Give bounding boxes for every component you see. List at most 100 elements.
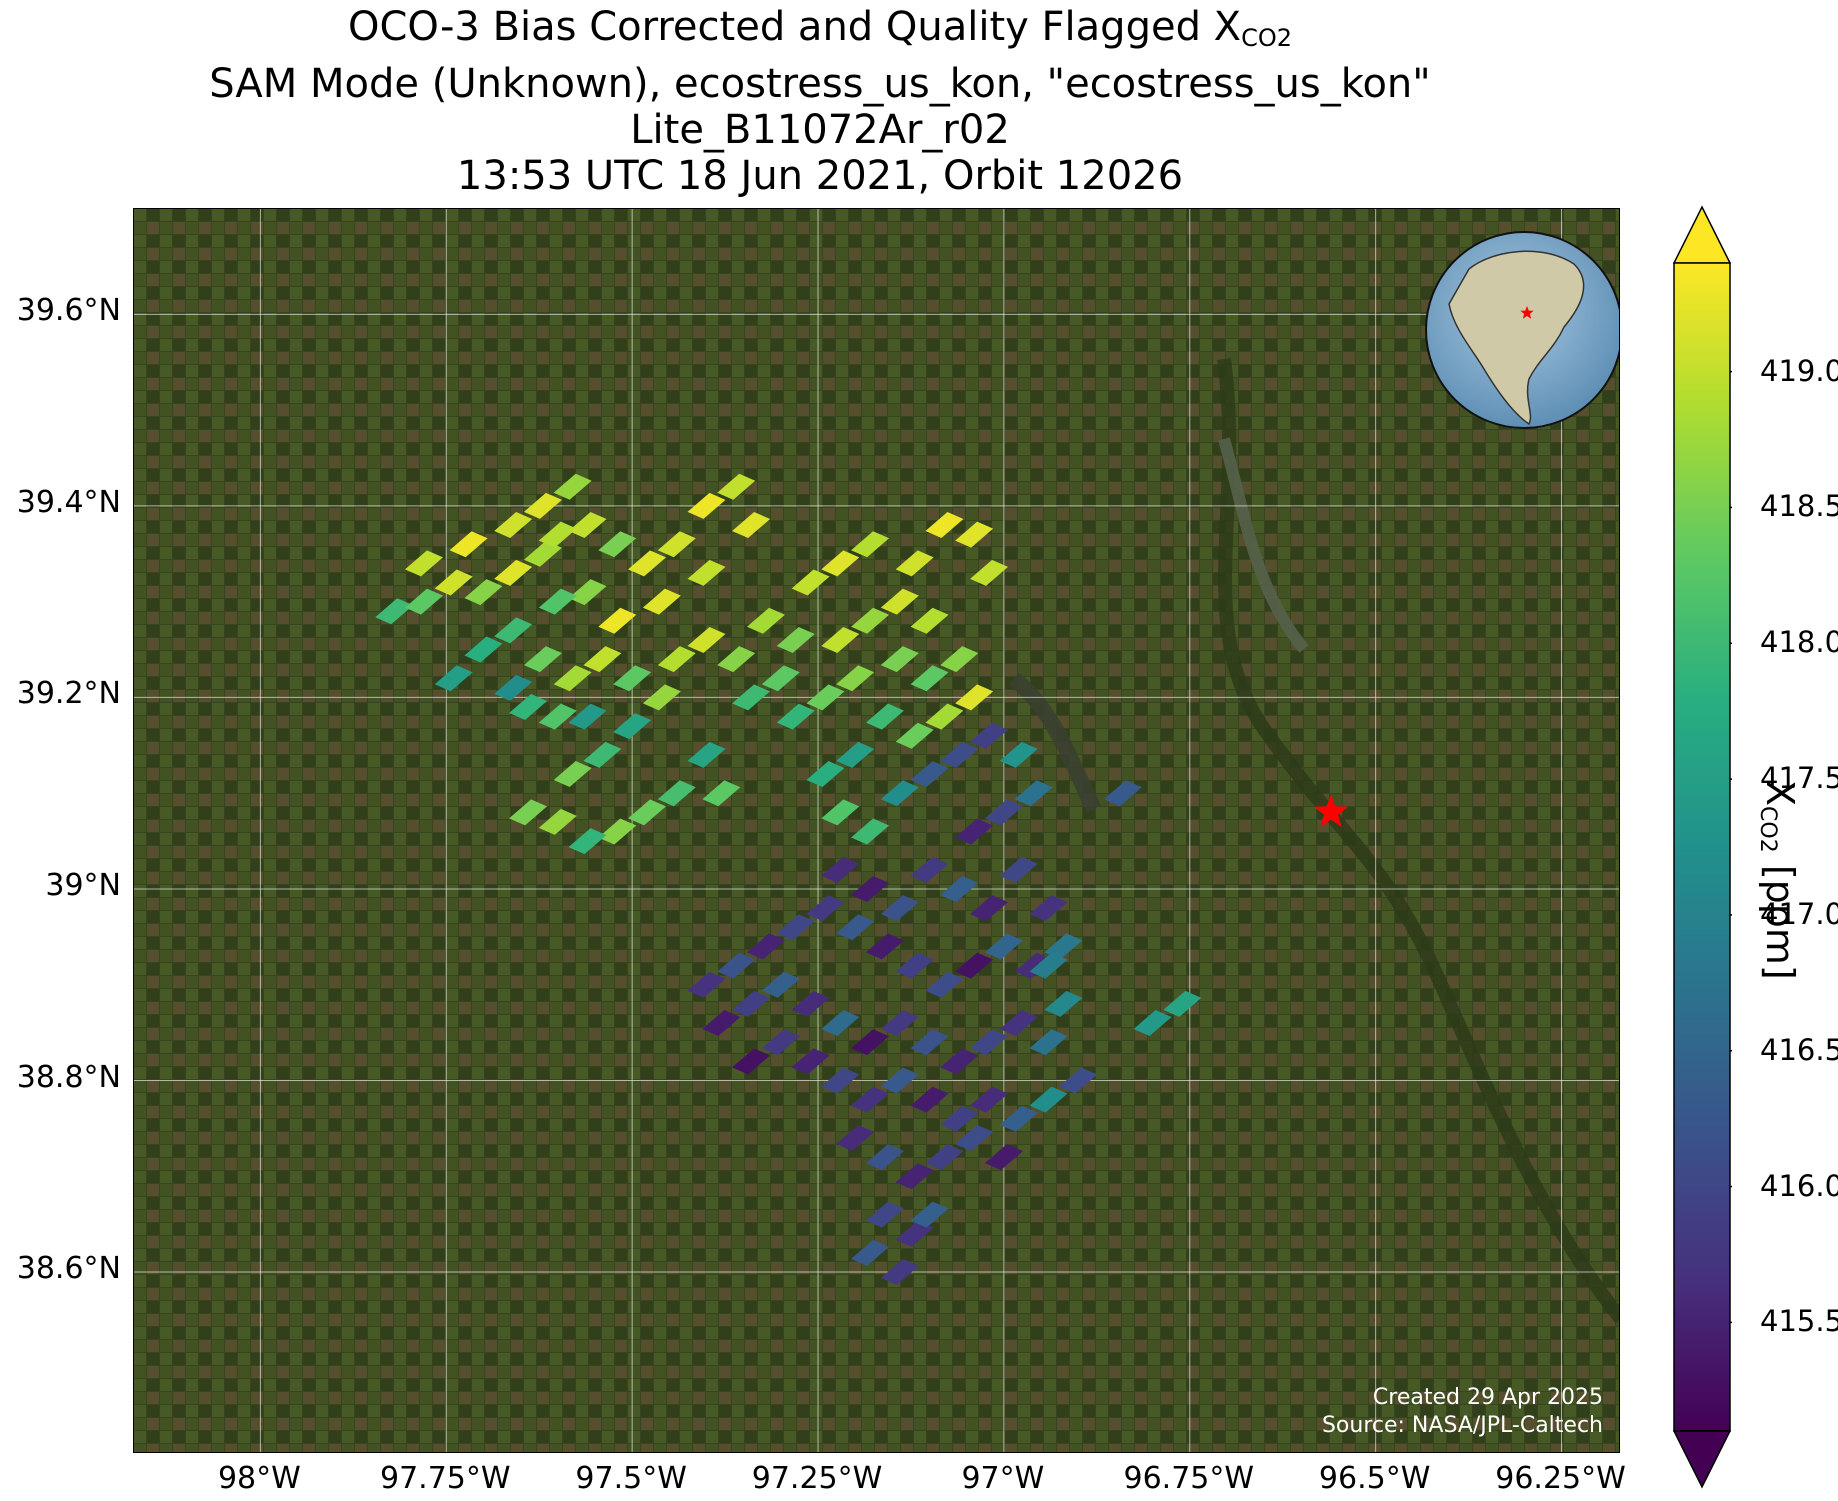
- xco2-footprint: [568, 828, 607, 855]
- xco2-footprint: [657, 780, 696, 807]
- xco2-footprint: [1044, 990, 1083, 1017]
- xco2-footprint: [984, 933, 1023, 960]
- xco2-footprint: [1029, 895, 1068, 922]
- xco2-footprint: [776, 626, 815, 653]
- xco2-footprints: [375, 473, 1202, 1286]
- xco2-footprint: [970, 722, 1009, 749]
- xco2-footprint: [717, 952, 756, 979]
- xco2-footprint: [925, 703, 964, 730]
- xco2-footprint: [434, 569, 473, 596]
- xco2-footprint: [494, 512, 533, 539]
- xco2-footprint: [1133, 1010, 1172, 1037]
- xco2-footprint: [583, 646, 622, 673]
- xco2-footprint: [776, 914, 815, 941]
- xco2-footprint: [583, 741, 622, 768]
- xco2-footprint: [865, 703, 904, 730]
- x-tick-label: 97.5°W: [575, 1461, 687, 1496]
- xco2-footprint: [821, 799, 860, 826]
- xco2-footprint: [553, 761, 592, 788]
- xco2-footprint: [702, 1010, 741, 1037]
- x-tick-label: 96.75°W: [1123, 1461, 1255, 1496]
- xco2-footprint: [598, 531, 637, 558]
- colorbar-tick-label: 418.0: [1760, 625, 1838, 660]
- xco2-footprint: [895, 952, 934, 979]
- xco2-footprint: [776, 703, 815, 730]
- xco2-footprint: [880, 895, 919, 922]
- xco2-footprint: [851, 818, 890, 845]
- xco2-footprint: [1029, 952, 1068, 979]
- xco2-footprint: [940, 875, 979, 902]
- xco2-footprint: [955, 1124, 994, 1151]
- colorbar-label: XCO2 [ppm]: [1755, 780, 1802, 980]
- map-title: OCO-3 Bias Corrected and Quality Flagged…: [0, 4, 1640, 199]
- xco2-footprint: [940, 646, 979, 673]
- map-canvas[interactable]: [134, 209, 1620, 1453]
- xco2-footprint: [687, 741, 726, 768]
- xco2-footprint: [955, 684, 994, 711]
- title-line-3: Lite_B11072Ar_r02: [630, 107, 1010, 153]
- xco2-footprint: [851, 1029, 890, 1056]
- x-tick-label: 96.25°W: [1495, 1461, 1626, 1496]
- xco2-footprint: [553, 665, 592, 692]
- xco2-footprint: [880, 1067, 919, 1094]
- xco2-footprint: [687, 971, 726, 998]
- xco2-footprint: [970, 895, 1009, 922]
- xco2-footprint: [449, 531, 488, 558]
- colorbar-tick-label: 416.0: [1760, 1168, 1838, 1203]
- xco2-footprint: [404, 550, 443, 577]
- xco2-footprint: [791, 569, 830, 596]
- xco2-footprint: [761, 665, 800, 692]
- xco2-footprint: [464, 636, 503, 663]
- xco2-footprint: [494, 559, 533, 586]
- xco2-footprint: [955, 521, 994, 548]
- xco2-footprint: [806, 761, 845, 788]
- xco2-footprint: [925, 971, 964, 998]
- xco2-footprint: [642, 588, 681, 615]
- xco2-footprint: [509, 799, 548, 826]
- colorbar-tick-label: 419.0: [1760, 353, 1838, 388]
- xco2-footprint: [910, 856, 949, 883]
- xco2-footprint: [821, 1010, 860, 1037]
- xco2-footprint: [836, 914, 875, 941]
- xco2-footprint: [761, 971, 800, 998]
- xco2-footprint: [821, 856, 860, 883]
- xco2-footprint: [865, 933, 904, 960]
- reservoir: [1218, 437, 1309, 653]
- xco2-footprint: [836, 1124, 875, 1151]
- xco2-footprint: [940, 1105, 979, 1132]
- xco2-footprint: [657, 531, 696, 558]
- x-tick-label: 98°W: [217, 1461, 301, 1496]
- y-tick-label: 38.6°N: [16, 1251, 121, 1287]
- colorbar-tick-label: 417.5: [1760, 761, 1838, 796]
- colorbar-tick-label: 417.0: [1760, 896, 1838, 931]
- colorbar-gradient: [1673, 262, 1731, 1432]
- xco2-footprint: [970, 1029, 1009, 1056]
- xco2-footprint: [955, 952, 994, 979]
- xco2-footprint: [523, 646, 562, 673]
- xco2-footprint: [851, 1086, 890, 1113]
- xco2-footprint: [836, 665, 875, 692]
- xco2-footprint: [821, 1067, 860, 1094]
- xco2-footprint: [732, 990, 771, 1017]
- xco2-footprint: [598, 818, 637, 845]
- xco2-footprint: [851, 531, 890, 558]
- xco2-footprint: [509, 694, 548, 720]
- map-panel[interactable]: [133, 208, 1620, 1453]
- xco2-footprint: [568, 703, 607, 730]
- globe-star-icon: [1520, 306, 1534, 319]
- river: [1217, 358, 1619, 1324]
- colorbar-tick-label: 415.5: [1760, 1304, 1838, 1339]
- xco2-footprint: [851, 607, 890, 634]
- xco2-footprint: [925, 1144, 964, 1171]
- xco2-footprint: [613, 713, 652, 740]
- xco2-footprint: [717, 646, 756, 673]
- xco2-footprint: [732, 1048, 771, 1075]
- xco2-footprint: [1059, 1067, 1098, 1094]
- target-star-icon: [1313, 794, 1349, 827]
- xco2-footprint: [791, 1048, 830, 1075]
- xco2-footprint: [568, 579, 607, 606]
- colorbar-lower-extend: [1672, 1430, 1732, 1489]
- y-tick-label: 39.4°N: [16, 484, 121, 520]
- xco2-footprint: [821, 626, 860, 653]
- xco2-footprint: [568, 512, 607, 539]
